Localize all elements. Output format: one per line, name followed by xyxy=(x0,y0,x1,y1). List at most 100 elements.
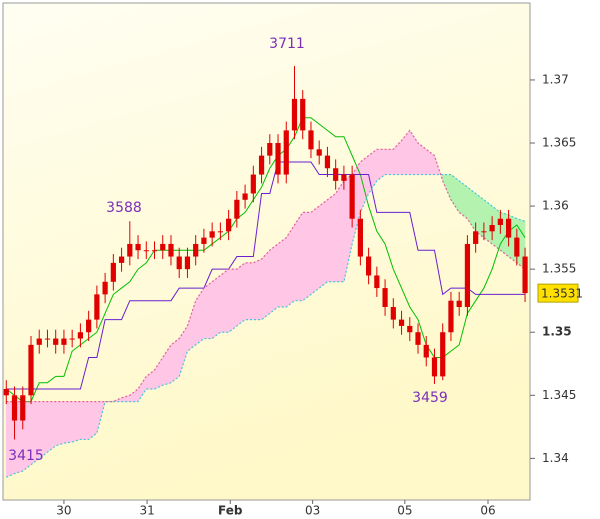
candle-body xyxy=(110,262,116,282)
candle-body xyxy=(398,319,405,326)
candle-body xyxy=(390,307,396,320)
candle-body xyxy=(53,338,59,345)
candle-body xyxy=(489,225,495,232)
indicator-line xyxy=(5,117,526,403)
indicator-line xyxy=(6,161,526,390)
cloud xyxy=(475,192,485,239)
cloud xyxy=(63,401,73,444)
candle-body xyxy=(505,218,512,238)
candle-body xyxy=(382,288,388,308)
candle-body xyxy=(184,256,191,270)
cloud xyxy=(269,243,279,314)
candle-body xyxy=(94,294,100,320)
y-tick-label: 1.34 xyxy=(542,451,569,465)
candle-body xyxy=(11,395,18,421)
candle-body xyxy=(3,388,9,396)
candle-body xyxy=(201,237,207,244)
candle-body xyxy=(464,243,471,308)
candle-body xyxy=(86,319,92,333)
candle-body xyxy=(267,143,273,156)
cloud xyxy=(253,258,262,320)
x-tick-label: 06 xyxy=(480,504,495,518)
candle-body xyxy=(242,193,248,200)
candle-body xyxy=(497,218,503,226)
candle-body xyxy=(250,174,256,194)
candle-body xyxy=(324,155,331,169)
candle-body xyxy=(226,218,232,232)
x-tick-label: 03 xyxy=(305,504,320,518)
annotation: 3588 xyxy=(106,200,142,216)
cloud xyxy=(286,224,295,308)
annotation: 3711 xyxy=(269,36,305,52)
cloud xyxy=(211,274,221,340)
candle-body xyxy=(77,332,84,339)
cloud xyxy=(261,249,271,321)
cloud xyxy=(244,262,254,320)
candle-body xyxy=(61,338,67,345)
annotation: 3415 xyxy=(8,448,44,464)
candle-body xyxy=(300,98,306,131)
candle-body xyxy=(415,332,421,345)
candle-body xyxy=(333,168,339,181)
y-tick-label: 1.35 xyxy=(542,325,572,339)
cloud xyxy=(220,268,229,333)
last-price-box xyxy=(537,283,579,303)
candle-body xyxy=(514,237,520,257)
cloud xyxy=(302,212,312,302)
candle-body xyxy=(481,231,487,233)
candle-body xyxy=(102,281,108,295)
cloud xyxy=(80,401,89,440)
y-tick-label: 1.345 xyxy=(542,388,576,402)
x-tick-label: 30 xyxy=(56,504,71,518)
candle-body xyxy=(193,243,199,257)
cloud xyxy=(236,262,246,327)
cloud xyxy=(294,211,303,301)
candle-body xyxy=(151,250,158,252)
cloud xyxy=(384,149,394,175)
candle-body xyxy=(234,199,240,219)
x-tick-label: Feb xyxy=(218,504,243,518)
candle-body xyxy=(448,300,454,333)
candle-body xyxy=(28,344,34,396)
cloud xyxy=(310,205,320,295)
candle-body xyxy=(160,243,166,251)
candle-body xyxy=(275,143,281,175)
candle-body xyxy=(357,218,363,257)
annotation: 3459 xyxy=(412,390,448,406)
span-line xyxy=(6,173,526,478)
candle-body xyxy=(341,174,347,181)
cloud xyxy=(96,401,106,434)
candle-body xyxy=(349,174,355,219)
cloud xyxy=(71,401,81,443)
candle-body xyxy=(127,243,133,257)
candle-body xyxy=(366,256,372,276)
candle-body xyxy=(308,130,314,150)
candle-body xyxy=(143,250,149,252)
cloud xyxy=(170,338,180,384)
cloud xyxy=(335,180,345,283)
candle-body xyxy=(456,300,462,308)
y-tick-label: 1.37 xyxy=(542,72,569,86)
candle-body xyxy=(291,98,298,131)
candle-body xyxy=(135,243,141,251)
cloud xyxy=(483,199,493,245)
last-price-label: 1.3531 xyxy=(541,287,583,301)
candle-body xyxy=(440,332,446,377)
candle-body xyxy=(423,344,429,358)
candle-body xyxy=(69,338,75,340)
candle-body xyxy=(407,325,413,333)
candle-body xyxy=(473,231,479,244)
candle-body xyxy=(316,149,322,156)
cloud xyxy=(47,401,56,453)
cloud xyxy=(228,268,238,333)
candle-body xyxy=(217,231,223,233)
candle-body xyxy=(44,338,51,340)
candle-body xyxy=(20,395,26,421)
cloud xyxy=(203,281,213,339)
y-tick-label: 1.36 xyxy=(542,199,569,213)
candle-body xyxy=(258,155,265,175)
candle-body xyxy=(36,338,42,345)
cloud xyxy=(318,199,328,289)
